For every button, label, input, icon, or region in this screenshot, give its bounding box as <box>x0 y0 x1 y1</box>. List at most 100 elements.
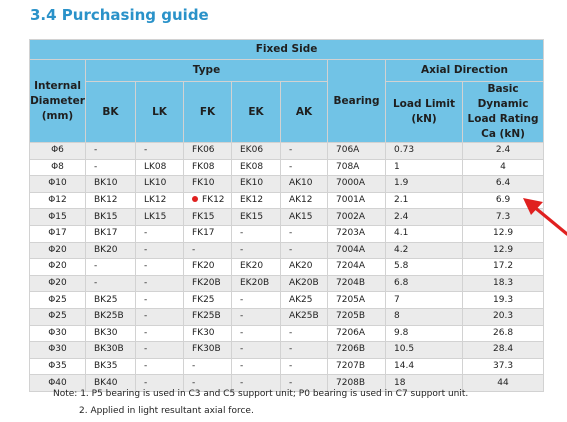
cell-lk: - <box>135 224 184 243</box>
notes: Note: 1. P5 bearing is used in C3 and C5… <box>53 386 468 420</box>
cell-text: 14.4 <box>394 361 415 372</box>
cell-text: EK08 <box>240 161 264 172</box>
cell-text: 7203A <box>336 228 366 239</box>
cell-text: 9.8 <box>394 327 409 338</box>
cell-diameter: Φ25 <box>29 291 86 309</box>
cell-fk: FK30B <box>183 341 232 359</box>
table-row: Φ25 BK25B - FK25B - AK25B 7205B 8 20.3 <box>29 307 545 326</box>
cell-text: - <box>94 261 98 272</box>
table-row: Φ20 - - FK20 EK20 AK20 7204A 5.8 17.2 <box>29 258 545 276</box>
cell-text: 10.5 <box>394 344 415 355</box>
header-fixed-side: Fixed Side <box>28 39 545 60</box>
cell-text: - <box>192 244 196 255</box>
header-type: Type <box>85 59 328 82</box>
cell-fk: FK20B <box>183 274 232 293</box>
cell-ek: - <box>231 291 281 309</box>
cell-text: 706A <box>336 145 360 156</box>
cell-text: 37.3 <box>493 361 514 372</box>
cell-text: - <box>240 361 244 372</box>
cell-text: 7001A <box>336 195 366 206</box>
cell-lk: - <box>135 324 184 343</box>
cell-ek: EK08 <box>231 158 281 177</box>
cell-text: 18.3 <box>493 278 514 289</box>
cell-text: 0.73 <box>394 145 415 156</box>
cell-text: 8 <box>394 311 400 322</box>
cell-fk: - <box>183 241 232 260</box>
cell-text: 5.8 <box>394 261 409 272</box>
cell-text: - <box>240 377 244 388</box>
cell-ek: - <box>231 374 281 392</box>
cell-text: - <box>289 377 293 388</box>
cell-rating: 19.3 <box>461 291 545 309</box>
header-axial-direction: Axial Direction <box>384 59 545 82</box>
cell-bearing: 7204A <box>327 258 386 276</box>
cell-load-limit: 14.4 <box>385 357 463 376</box>
cell-ak: - <box>280 224 328 243</box>
cell-text: Φ25 <box>48 294 67 305</box>
cell-text: BK25B <box>94 311 124 322</box>
cell-lk: LK15 <box>135 208 184 226</box>
cell-text: 44 <box>497 377 509 388</box>
cell-ek: EK20B <box>231 274 281 293</box>
cell-ak: AK25B <box>280 307 328 326</box>
cell-bearing: 7207B <box>327 357 386 376</box>
cell-ek: - <box>231 357 281 376</box>
purchasing-guide-table: Fixed Side Internal Diameter (mm) Type B… <box>28 39 545 392</box>
cell-text: FK20B <box>192 278 221 289</box>
cell-lk: - <box>135 374 184 392</box>
cell-text: FK17 <box>192 228 215 239</box>
cell-rating: 12.9 <box>461 241 545 260</box>
cell-ak: AK10 <box>280 175 328 193</box>
cell-text: BK20 <box>94 244 118 255</box>
cell-text: 17.2 <box>493 261 514 272</box>
cell-text: 12.9 <box>493 228 514 239</box>
cell-text: 7205B <box>336 311 366 322</box>
cell-text: AK15 <box>289 211 313 222</box>
cell-bearing: 7208B <box>327 374 386 392</box>
cell-text: Φ35 <box>48 361 67 372</box>
cell-text: - <box>94 145 98 156</box>
cell-ak: AK15 <box>280 208 328 226</box>
cell-text: - <box>144 327 148 338</box>
cell-load-limit: 1 <box>385 158 463 177</box>
cell-diameter: Φ15 <box>29 208 86 226</box>
cell-text: Φ17 <box>48 228 67 239</box>
cell-load-limit: 10.5 <box>385 341 463 359</box>
cell-text: AK25B <box>289 311 319 322</box>
cell-bearing: 706A <box>327 142 386 160</box>
cell-bk: BK20 <box>85 241 136 260</box>
cell-text: LK12 <box>144 195 167 206</box>
table-row: Φ15 BK15 LK15 FK15 EK15 AK15 7002A 2.4 7.3 <box>29 208 545 226</box>
cell-bk: BK35 <box>85 357 136 376</box>
cell-fk: FK06 <box>183 142 232 160</box>
cell-load-limit: 2.1 <box>385 191 463 210</box>
cell-text: - <box>144 361 148 372</box>
cell-ek: - <box>231 307 281 326</box>
table-row: Φ8 - LK08 FK08 EK08 - 708A 1 4 <box>29 158 545 177</box>
table-row: Φ35 BK35 - - - - 7207B 14.4 37.3 <box>29 357 545 376</box>
cell-ak: - <box>280 357 328 376</box>
cell-lk: LK12 <box>135 191 184 210</box>
cell-text: - <box>289 228 293 239</box>
cell-text: - <box>289 361 293 372</box>
cell-fk: FK17 <box>183 224 232 243</box>
cell-ak: - <box>280 241 328 260</box>
cell-text: - <box>192 361 196 372</box>
cell-bk: - <box>85 158 136 177</box>
cell-load-limit: 1.9 <box>385 175 463 193</box>
cell-text: LK08 <box>144 161 167 172</box>
cell-text: Φ6 <box>51 145 64 156</box>
cell-ek: EK15 <box>231 208 281 226</box>
header-basic-rating: Basic Dynamic Load Rating Ca (kN) <box>461 81 545 143</box>
cell-text: - <box>240 344 244 355</box>
cell-diameter: Φ20 <box>29 258 86 276</box>
cell-text: 7 <box>394 294 400 305</box>
cell-text: EK10 <box>240 178 264 189</box>
cell-text: BK10 <box>94 178 118 189</box>
cell-text: 7208B <box>336 377 366 388</box>
cell-text: - <box>240 228 244 239</box>
cell-lk: - <box>135 341 184 359</box>
cell-lk: - <box>135 307 184 326</box>
cell-text: FK25B <box>192 311 221 322</box>
cell-text: LK15 <box>144 211 167 222</box>
